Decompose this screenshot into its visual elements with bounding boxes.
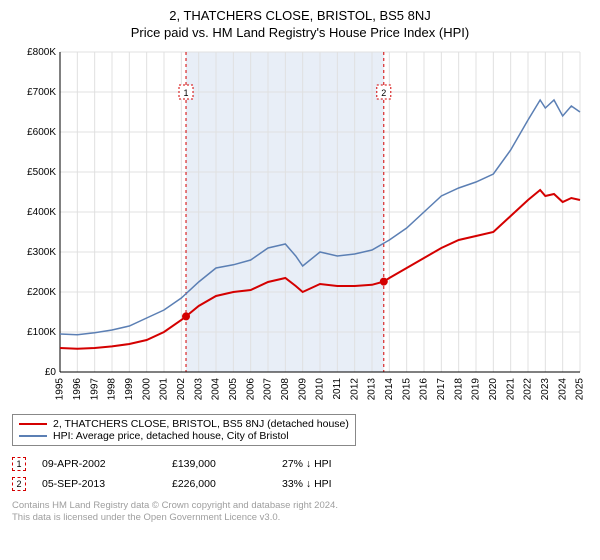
address-title: 2, THATCHERS CLOSE, BRISTOL, BS5 8NJ: [12, 8, 588, 23]
transaction-row: 1 09-APR-2002£139,00027% ↓ HPI: [12, 454, 588, 474]
svg-text:2007: 2007: [263, 378, 274, 401]
svg-text:2008: 2008: [280, 378, 291, 401]
svg-text:2010: 2010: [315, 378, 326, 401]
transaction-row: 2 05-SEP-2013£226,00033% ↓ HPI: [12, 474, 588, 494]
svg-text:2014: 2014: [384, 378, 395, 401]
legend-item: 2, THATCHERS CLOSE, BRISTOL, BS5 8NJ (de…: [19, 418, 349, 430]
svg-text:2011: 2011: [332, 378, 343, 400]
transaction-date: 09-APR-2002: [42, 458, 172, 470]
legend-swatch: [19, 435, 47, 437]
svg-text:2018: 2018: [453, 378, 464, 401]
title-block: 2, THATCHERS CLOSE, BRISTOL, BS5 8NJ Pri…: [12, 8, 588, 40]
svg-text:£600K: £600K: [27, 127, 56, 138]
svg-text:£800K: £800K: [27, 47, 56, 58]
svg-text:2005: 2005: [228, 378, 239, 401]
svg-text:2021: 2021: [505, 378, 516, 401]
svg-text:2022: 2022: [523, 378, 534, 401]
chart-svg: £0 £100K £200K £300K £400K £500K £600K £700K £80…: [12, 46, 588, 406]
transaction-hpi-diff: 27% ↓ HPI: [282, 458, 402, 470]
svg-text:1997: 1997: [89, 378, 100, 401]
svg-text:1: 1: [184, 88, 189, 98]
transaction-number-box: 1: [12, 457, 26, 471]
svg-text:2025: 2025: [575, 378, 586, 401]
svg-text:1995: 1995: [55, 378, 66, 401]
footer-line1: Contains HM Land Registry data © Crown c…: [12, 500, 588, 512]
svg-text:£500K: £500K: [27, 167, 56, 178]
transaction-hpi-diff: 33% ↓ HPI: [282, 478, 402, 490]
svg-text:2: 2: [381, 88, 386, 98]
svg-text:2000: 2000: [141, 378, 152, 401]
svg-text:2015: 2015: [401, 378, 412, 401]
subtitle: Price paid vs. HM Land Registry's House …: [12, 25, 588, 40]
legend: 2, THATCHERS CLOSE, BRISTOL, BS5 8NJ (de…: [12, 414, 356, 446]
svg-text:2012: 2012: [349, 378, 360, 401]
svg-text:£400K: £400K: [27, 207, 56, 218]
svg-text:1998: 1998: [107, 378, 118, 401]
svg-text:2020: 2020: [488, 378, 499, 401]
svg-text:1999: 1999: [124, 378, 135, 401]
svg-text:£300K: £300K: [27, 247, 56, 258]
transactions-table: 1 09-APR-2002£139,00027% ↓ HPI 2 05-SEP-201…: [12, 454, 588, 494]
page-root: 2, THATCHERS CLOSE, BRISTOL, BS5 8NJ Pri…: [0, 0, 600, 531]
svg-text:£100K: £100K: [27, 327, 56, 338]
transaction-number-box: 2: [12, 477, 26, 491]
transaction-price: £139,000: [172, 458, 282, 470]
svg-text:2006: 2006: [245, 378, 256, 401]
svg-text:2017: 2017: [436, 378, 447, 401]
svg-text:2003: 2003: [193, 378, 204, 401]
svg-text:£200K: £200K: [27, 287, 56, 298]
svg-text:2009: 2009: [297, 378, 308, 401]
legend-item: HPI: Average price, detached house, City…: [19, 430, 349, 442]
svg-text:2023: 2023: [540, 378, 551, 401]
legend-label: HPI: Average price, detached house, City…: [53, 430, 289, 442]
transaction-date: 05-SEP-2013: [42, 478, 172, 490]
svg-text:2013: 2013: [367, 378, 378, 401]
svg-text:2004: 2004: [211, 378, 222, 401]
svg-text:£0: £0: [45, 367, 57, 378]
svg-text:2001: 2001: [159, 378, 170, 401]
svg-text:1996: 1996: [72, 378, 83, 401]
svg-text:2024: 2024: [557, 378, 568, 401]
footer-attribution: Contains HM Land Registry data © Crown c…: [12, 500, 588, 525]
footer-line2: This data is licensed under the Open Gov…: [12, 512, 588, 524]
legend-swatch: [19, 423, 47, 425]
legend-label: 2, THATCHERS CLOSE, BRISTOL, BS5 8NJ (de…: [53, 418, 349, 430]
svg-text:2019: 2019: [471, 378, 482, 401]
svg-text:£700K: £700K: [27, 87, 56, 98]
price-chart: £0 £100K £200K £300K £400K £500K £600K £700K £80…: [12, 46, 588, 406]
transaction-price: £226,000: [172, 478, 282, 490]
svg-text:2016: 2016: [419, 378, 430, 401]
svg-text:2002: 2002: [176, 378, 187, 401]
